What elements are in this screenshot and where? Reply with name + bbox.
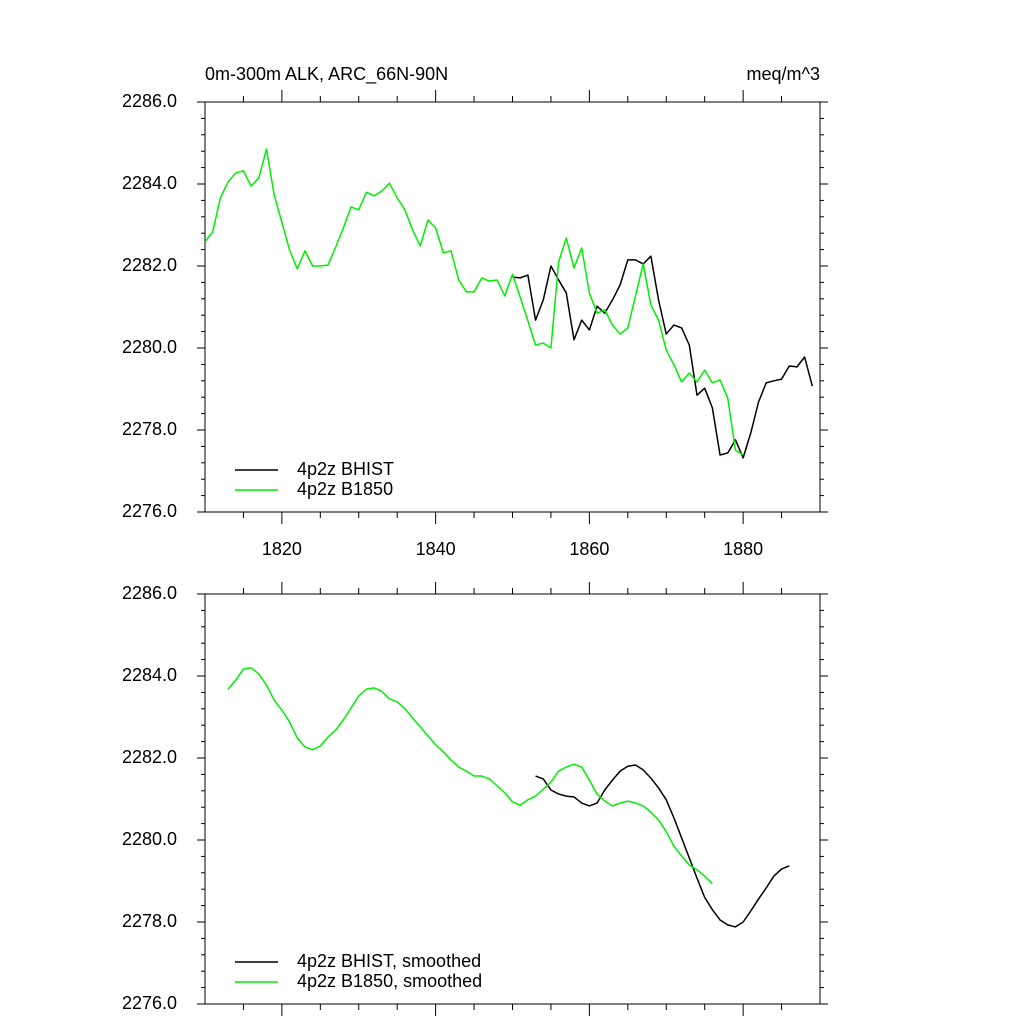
y-tick-label: 2282.0	[122, 747, 177, 767]
data-line	[535, 764, 790, 928]
x-tick-label: 1820	[262, 539, 302, 559]
data-line	[227, 667, 713, 885]
chart-title: 0m-300m ALK, ARC_66N-90N	[205, 64, 448, 85]
y-tick-label: 2276.0	[122, 993, 177, 1013]
legend-label: 4p2z B1850	[297, 479, 393, 499]
y-tick-label: 2278.0	[122, 419, 177, 439]
legend-label: 4p2z BHIST	[297, 459, 394, 479]
y-tick-label: 2284.0	[122, 665, 177, 685]
plot-frame	[204, 101, 821, 513]
legend-label: 4p2z BHIST, smoothed	[297, 951, 481, 971]
y-tick-label: 2278.0	[122, 911, 177, 931]
x-tick-label: 1860	[569, 539, 609, 559]
y-tick-label: 2280.0	[122, 829, 177, 849]
plot-frame	[204, 593, 821, 1005]
units-label: meq/m^3	[747, 64, 820, 84]
y-tick-label: 2286.0	[122, 91, 177, 111]
y-tick-label: 2276.0	[122, 501, 177, 521]
x-tick-label: 1880	[723, 539, 763, 559]
legend-label: 4p2z B1850, smoothed	[297, 971, 482, 991]
y-tick-label: 2286.0	[122, 583, 177, 603]
y-tick-label: 2282.0	[122, 255, 177, 275]
y-tick-label: 2284.0	[122, 173, 177, 193]
data-line	[512, 255, 814, 459]
data-line	[204, 148, 744, 456]
x-tick-label: 1840	[416, 539, 456, 559]
y-tick-label: 2280.0	[122, 337, 177, 357]
